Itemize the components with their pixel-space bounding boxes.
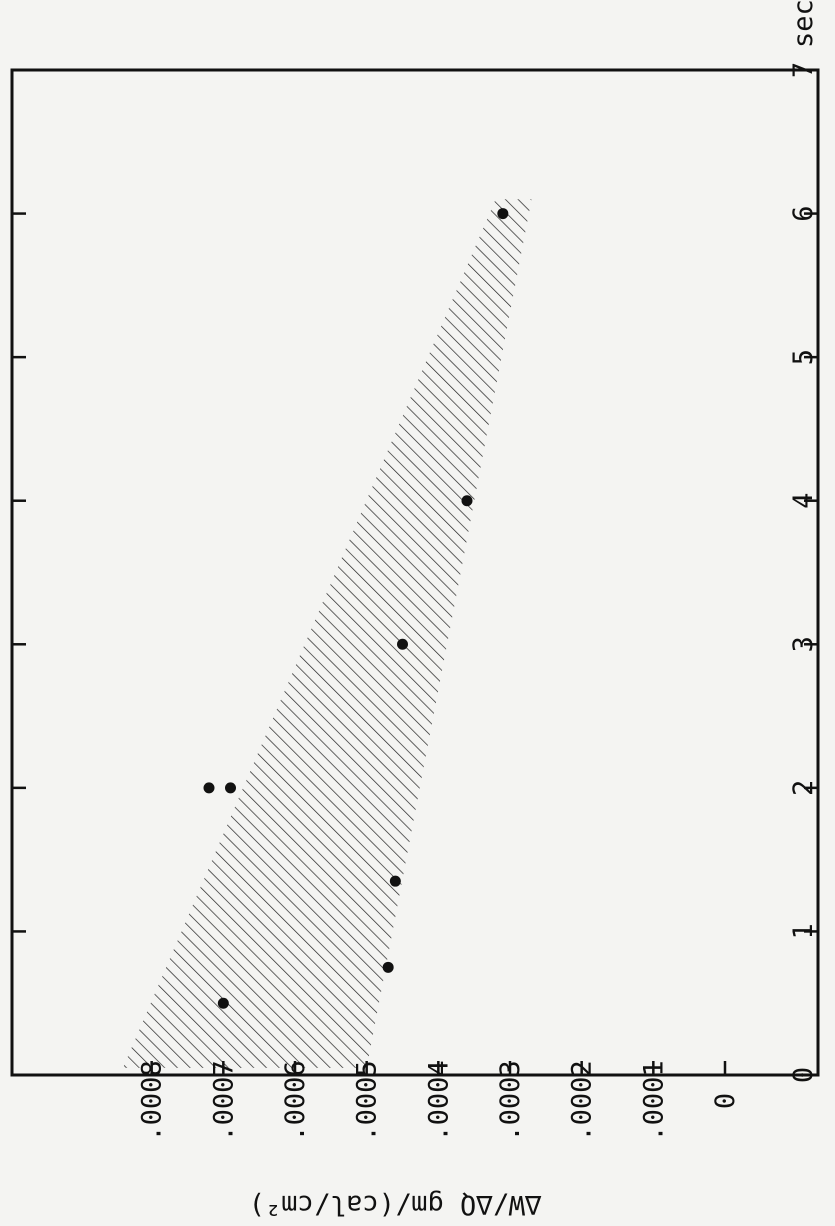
data-point-5 — [397, 638, 408, 650]
y-tick-label: .0003 — [495, 1060, 526, 1141]
y-axis-label: ∆W/∆Q gm/(cal/cm²) — [249, 1189, 543, 1220]
data-point-3 — [203, 782, 215, 794]
x-axis-label: sec — [788, 0, 819, 48]
y-tick-label: .0006 — [280, 1060, 311, 1141]
data-point-0 — [217, 997, 229, 1009]
x-tick-label: 7 — [788, 62, 819, 78]
x-tick-label: 0 — [788, 1067, 819, 1083]
x-tick-label: 1 — [788, 923, 819, 939]
data-point-4 — [225, 782, 236, 794]
x-tick-label: 3 — [788, 636, 819, 652]
x-tick-label: 5 — [788, 349, 819, 365]
plot-frame — [10, 68, 820, 1077]
y-tick-label: .0001 — [638, 1060, 669, 1141]
data-point-2 — [389, 875, 401, 887]
y-tick-label: .0005 — [352, 1060, 383, 1141]
y-tick-label: 0 — [710, 1093, 741, 1109]
data-point-7 — [497, 208, 509, 220]
plot-area: 0 1 2 3 4 5 6 7 sec 0 .0001 .0002 .0003 .0004 .0005 .00… — [10, 0, 820, 1220]
x-tick-label: 6 — [788, 205, 819, 221]
x-tick-label: 4 — [788, 493, 819, 509]
x-tick-label: 2 — [788, 780, 819, 796]
y-tick-label: .0007 — [208, 1060, 239, 1141]
data-point-6 — [461, 495, 473, 507]
y-tick-label: .0008 — [137, 1060, 168, 1141]
y-tick-label: .0002 — [567, 1060, 598, 1141]
data-point-1 — [382, 961, 394, 973]
y-tick-label: .0004 — [423, 1060, 454, 1141]
hatched-band — [123, 199, 532, 1068]
